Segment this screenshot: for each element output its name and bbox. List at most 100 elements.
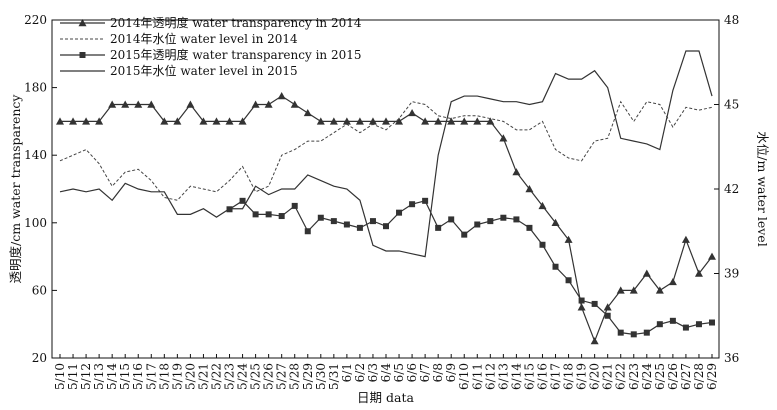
legend-label: 2014年透明度 water transparency in 2014 [110,15,362,30]
data-point [369,218,376,225]
data-point [265,211,272,218]
data-point [95,117,104,125]
data-point [82,117,91,125]
x-tick-label: 6/15 [522,363,536,390]
data-point [147,100,156,108]
x-tick-label: 5/29 [301,363,315,390]
y-tick-label-right: 42 [724,182,739,196]
data-point [342,117,351,125]
x-tick-label: 6/22 [614,363,628,390]
data-point [642,269,651,277]
y-tick-label-left: 180 [24,81,47,95]
y-axis-title-left: 透明度/cm water transparency [8,94,23,284]
data-point [486,117,495,125]
data-point [409,201,416,208]
legend-entry-2: 2014年水位 water level in 2014 [60,31,298,46]
data-point [499,134,508,142]
data-point [552,263,559,270]
data-point [695,321,702,328]
x-tick-label: 6/3 [366,363,380,382]
data-point [616,286,625,294]
data-point [668,277,677,286]
data-point [69,117,78,125]
x-tick-label: 6/20 [588,363,602,390]
data-point [643,329,650,336]
data-point [526,224,533,231]
data-point [304,228,311,235]
x-tick-label: 6/4 [379,363,393,383]
x-tick-label: 6/24 [640,363,654,390]
x-tick-label: 5/15 [118,363,132,390]
data-point [681,235,690,243]
data-point [525,185,534,193]
y-tick-label-right: 39 [724,267,739,281]
x-tick-label: 6/1 [340,363,354,382]
x-tick-label: 6/29 [705,363,719,390]
x-tick-label: 5/26 [262,363,276,390]
data-point [617,329,624,336]
data-point [539,241,546,248]
x-tick-label: 6/23 [627,363,641,390]
data-point [238,117,247,125]
y-tick-label-left: 220 [24,13,47,27]
x-tick-label: 6/12 [483,363,497,390]
data-point [251,100,260,108]
data-point [551,218,560,226]
data-point [421,117,430,125]
data-point [264,100,273,108]
legend: 2014年透明度 water transparency in 20142014年… [60,15,362,78]
x-tick-label: 6/19 [575,363,589,390]
data-point [434,117,443,125]
y-tick-label-left: 60 [32,283,47,297]
data-point [368,117,377,125]
data-point [317,214,324,221]
data-point [709,319,715,326]
plot-frame [51,19,720,359]
data-point [212,117,221,125]
data-point [173,117,182,125]
data-point [186,100,195,108]
x-tick-label: 6/25 [653,363,667,390]
y-tick-label-left: 140 [24,148,47,162]
x-tick-label: 6/14 [509,363,523,390]
legend-label: 2015年水位 water level in 2015 [110,63,298,78]
x-tick-label: 5/21 [196,363,210,390]
data-point [655,286,664,294]
y-tick-label-left: 100 [24,216,47,230]
x-tick-label: 5/31 [327,363,341,390]
data-point [278,213,285,220]
legend-entry-4: 2015年水位 water level in 2015 [60,63,298,78]
x-tick-label: 5/13 [92,363,106,390]
x-tick-label: 5/19 [170,363,184,390]
data-point [564,235,573,243]
data-point [538,201,547,210]
x-tick-label: 6/8 [431,363,445,382]
x-tick-label: 5/14 [105,363,119,390]
data-point [435,224,442,231]
x-tick-label: 6/6 [405,363,419,382]
data-point [329,117,338,125]
x-tick-label: 6/7 [418,363,432,382]
x-tick-label: 6/17 [549,363,563,390]
x-tick-label: 6/28 [692,363,706,390]
data-point [604,312,611,319]
x-tick-label: 5/20 [183,363,197,390]
series-3 [226,197,715,338]
series-layer [56,50,716,345]
data-point [669,317,676,324]
x-tick-label: 5/11 [66,363,80,390]
data-point [408,108,417,117]
series-line [59,50,713,258]
series-2 [59,100,713,201]
x-tick-label: 5/10 [53,363,67,390]
x-tick-label: 5/25 [249,363,263,390]
data-point [252,211,259,218]
data-point [513,216,520,223]
data-point [656,321,663,328]
series-1 [56,92,716,345]
data-point [629,286,638,294]
x-tick-label: 6/16 [535,363,549,390]
x-tick-label: 6/9 [444,363,458,382]
data-point [461,231,468,238]
